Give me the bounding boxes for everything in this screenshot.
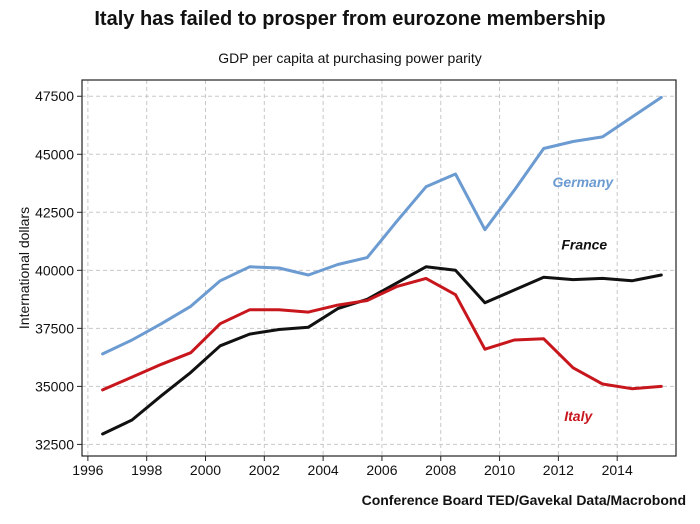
y-tick-label: 40000 <box>35 262 74 278</box>
chart-title: Italy has failed to prosper from eurozon… <box>94 8 606 30</box>
x-tick-label: 2014 <box>602 462 633 478</box>
x-tick-label: 2012 <box>543 462 574 478</box>
y-tick-label: 37500 <box>35 320 74 336</box>
y-axis-label: International dollars <box>16 207 32 329</box>
y-tick-label: 47500 <box>35 88 74 104</box>
y-axis-ticks: 32500 35000 37500 40000 42500 45000 47500 <box>35 88 82 452</box>
chart-subtitle: GDP per capita at purchasing power parit… <box>218 50 482 66</box>
series-labels: Germany France Italy <box>552 174 614 424</box>
chart-source: Conference Board TED/Gavekal Data/Macrob… <box>361 492 686 508</box>
x-tick-label: 2006 <box>366 462 397 478</box>
x-tick-label: 2000 <box>190 462 221 478</box>
x-tick-label: 2010 <box>484 462 515 478</box>
y-tick-label: 45000 <box>35 146 74 162</box>
x-tick-label: 2002 <box>249 462 280 478</box>
y-tick-label: 42500 <box>35 204 74 220</box>
series-lines <box>101 95 663 436</box>
series-label-france: France <box>561 236 607 252</box>
plot-frame <box>81 79 677 457</box>
y-tick-label: 35000 <box>35 378 74 394</box>
series-line-italy <box>101 276 663 392</box>
x-tick-label: 1996 <box>72 462 103 478</box>
grid-lines <box>82 80 676 456</box>
x-tick-label: 2004 <box>308 462 339 478</box>
series-label-germany: Germany <box>552 174 614 190</box>
x-tick-label: 1998 <box>131 462 162 478</box>
y-tick-label: 32500 <box>35 436 74 452</box>
series-line-germany <box>101 95 663 356</box>
series-label-italy: Italy <box>564 408 593 424</box>
series-line-france <box>101 265 663 436</box>
x-axis-ticks: 1996 1998 2000 2002 2004 2006 2008 2010 2012 2014 <box>72 456 633 478</box>
x-tick-label: 2008 <box>425 462 456 478</box>
